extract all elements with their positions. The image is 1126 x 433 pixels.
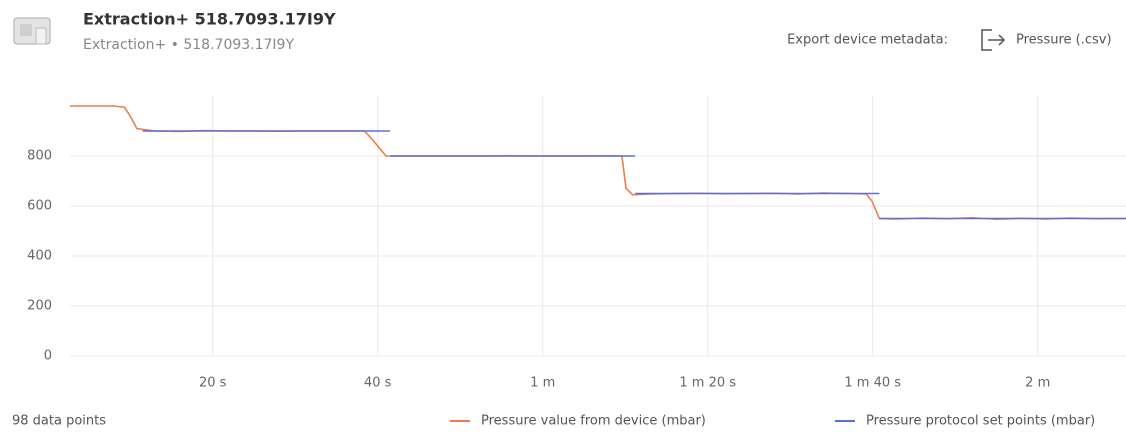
data-count: 98 data points <box>12 414 106 429</box>
legend-label: Pressure protocol set points (mbar) <box>866 414 1095 429</box>
device-subtitle: Extraction+ • 518.7093.17I9Y <box>83 37 294 53</box>
export-link[interactable]: Pressure (.csv) <box>1016 33 1112 48</box>
legend-label: Pressure value from device (mbar) <box>481 414 706 429</box>
y-tick-label: 200 <box>27 299 52 314</box>
export-label: Export device metadata: <box>787 33 948 48</box>
x-tick-label: 2 m <box>1025 376 1050 391</box>
device-title: Extraction+ 518.7093.17I9Y <box>83 10 336 29</box>
device-icon <box>13 17 51 45</box>
export-icon[interactable] <box>981 29 1006 51</box>
y-tick-label: 0 <box>44 349 52 364</box>
y-tick-label: 400 <box>27 249 52 264</box>
series-line <box>70 105 1126 221</box>
x-tick-label: 1 m 20 s <box>679 376 736 391</box>
x-tick-label: 40 s <box>364 376 392 391</box>
series-line <box>142 130 1126 220</box>
y-tick-label: 600 <box>27 199 52 214</box>
x-tick-label: 20 s <box>199 376 227 391</box>
x-tick-label: 1 m 40 s <box>844 376 901 391</box>
y-tick-label: 800 <box>27 149 52 164</box>
x-tick-label: 1 m <box>530 376 555 391</box>
